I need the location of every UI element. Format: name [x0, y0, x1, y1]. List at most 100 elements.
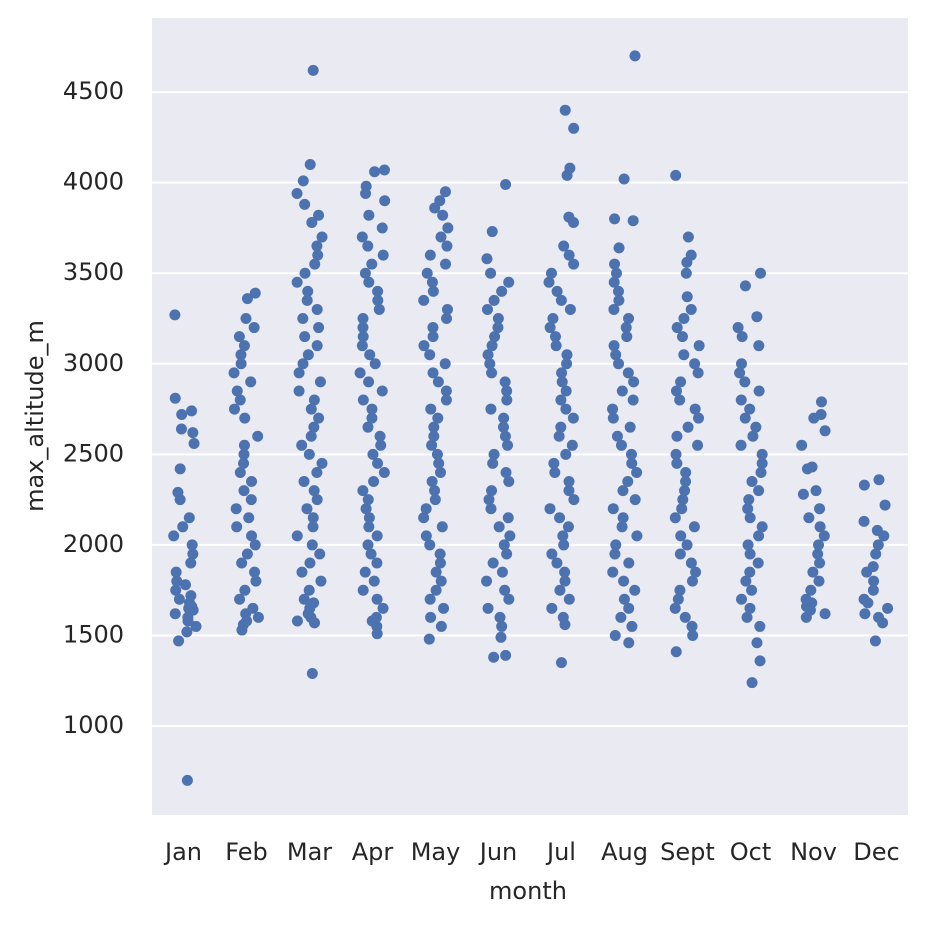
data-point: [441, 240, 453, 252]
data-point: [378, 164, 390, 176]
data-point: [243, 512, 255, 524]
data-point: [751, 637, 763, 649]
data-point: [501, 385, 513, 397]
data-point: [819, 425, 831, 437]
data-point: [424, 593, 436, 605]
data-point: [187, 548, 199, 560]
data-point: [485, 403, 497, 415]
data-point: [550, 340, 562, 352]
data-point: [671, 322, 683, 334]
data-point: [732, 322, 744, 334]
data-point: [238, 457, 250, 469]
data-point: [557, 530, 569, 542]
data-point: [311, 494, 323, 506]
data-point: [564, 303, 576, 315]
data-point: [756, 521, 768, 533]
data-point: [435, 466, 447, 478]
data-point: [499, 584, 511, 596]
data-point: [858, 479, 870, 491]
data-point: [500, 649, 512, 661]
data-point: [301, 294, 313, 306]
data-point: [367, 448, 379, 460]
data-point: [305, 403, 317, 415]
data-point: [563, 476, 575, 488]
data-point: [618, 593, 630, 605]
data-point: [369, 166, 381, 178]
data-point: [296, 439, 308, 451]
data-point: [315, 575, 327, 587]
data-point: [609, 258, 621, 270]
data-point: [240, 313, 252, 325]
data-point: [175, 423, 187, 435]
data-point: [563, 485, 575, 497]
data-point: [249, 566, 261, 578]
data-point: [363, 512, 375, 524]
data-point: [743, 494, 755, 506]
data-point: [426, 276, 438, 288]
data-point: [357, 394, 369, 406]
data-point: [739, 280, 751, 292]
data-point: [882, 602, 894, 614]
data-point: [803, 512, 815, 524]
data-point: [420, 503, 432, 515]
data-point: [553, 430, 565, 442]
data-point: [174, 463, 186, 475]
data-point: [186, 539, 198, 551]
data-point: [359, 566, 371, 578]
data-point: [247, 602, 259, 614]
data-point: [746, 584, 758, 596]
data-point: [674, 394, 686, 406]
data-point: [374, 430, 386, 442]
data-point: [735, 394, 747, 406]
data-point: [687, 629, 699, 641]
data-point: [496, 620, 508, 632]
data-point: [678, 313, 690, 325]
data-point: [429, 485, 441, 497]
data-point: [670, 646, 682, 658]
data-point: [431, 448, 443, 460]
data-point: [807, 566, 819, 578]
data-point: [559, 575, 571, 587]
data-point: [376, 385, 388, 397]
data-point: [502, 439, 514, 451]
data-point: [858, 515, 870, 527]
data-point: [563, 593, 575, 605]
data-point: [488, 448, 500, 460]
data-point: [311, 303, 323, 315]
data-point: [756, 448, 768, 460]
data-point: [622, 476, 634, 488]
data-point: [741, 611, 753, 623]
data-point: [692, 439, 704, 451]
data-point: [316, 457, 328, 469]
data-point: [755, 267, 767, 279]
data-point: [818, 530, 830, 542]
data-point: [744, 548, 756, 560]
data-point: [678, 349, 690, 361]
data-point: [556, 367, 568, 379]
data-point: [366, 412, 378, 424]
data-point: [441, 303, 453, 315]
data-point: [815, 396, 827, 408]
data-point: [498, 539, 510, 551]
data-point: [313, 209, 325, 221]
data-point: [371, 593, 383, 605]
data-point: [755, 466, 767, 478]
data-point: [561, 349, 573, 361]
data-point: [230, 503, 242, 515]
data-point: [689, 358, 701, 370]
data-point: [685, 303, 697, 315]
data-point: [306, 539, 318, 551]
data-point: [670, 169, 682, 181]
data-point: [813, 539, 825, 551]
data-point: [544, 322, 556, 334]
data-point: [170, 566, 182, 578]
data-point: [423, 633, 435, 645]
data-point: [435, 231, 447, 243]
data-point: [306, 668, 318, 680]
data-point: [249, 539, 261, 551]
data-point: [357, 313, 369, 325]
data-point: [483, 494, 495, 506]
data-point: [631, 466, 643, 478]
data-point: [250, 575, 262, 587]
data-point: [560, 448, 572, 460]
